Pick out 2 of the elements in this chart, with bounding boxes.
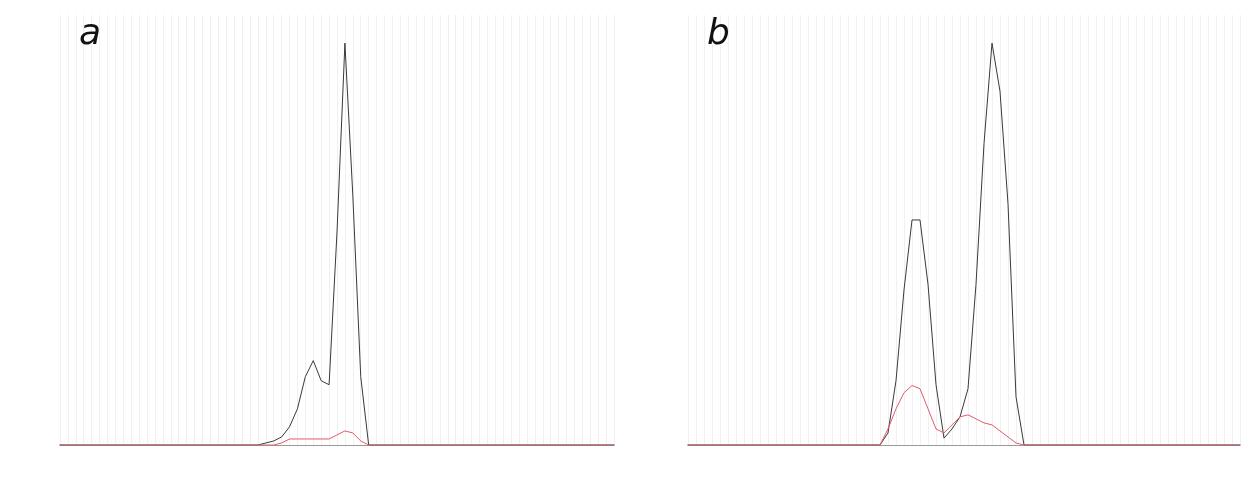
chart-title: a bbox=[79, 10, 102, 52]
chart-title: b bbox=[706, 10, 730, 52]
